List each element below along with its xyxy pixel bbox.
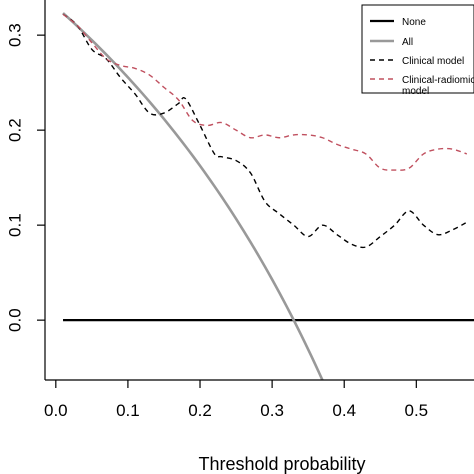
- legend-label: None: [402, 17, 426, 28]
- legend-label: model: [402, 86, 429, 97]
- legend-label: Clinical-radiomics: [402, 75, 474, 86]
- x-axis-title: Threshold probability: [198, 454, 365, 474]
- x-tick-label: 0.3: [260, 401, 284, 420]
- series-line-all: [62, 12, 324, 380]
- x-tick-label: 0.0: [44, 401, 68, 420]
- y-tick-label: 0.2: [5, 118, 24, 142]
- y-tick-label: 0.0: [5, 308, 24, 332]
- x-tick-label: 0.4: [332, 401, 356, 420]
- legend: None All Clinical model Clinical-radiomicsm…: [361, 4, 474, 97]
- legend-label: Clinical model: [402, 56, 464, 67]
- y-tick-label: 0.3: [5, 23, 24, 47]
- x-tick-label: 0.5: [404, 401, 428, 420]
- axes-layer: 0.0 0.1 0.2 0.3 0.4 0.5 0.0 0.1 0.2 0.3: [5, 0, 474, 420]
- series-layer: [62, 12, 474, 380]
- x-tick-label: 0.1: [116, 401, 140, 420]
- x-tick-label: 0.2: [188, 401, 212, 420]
- legend-label: All: [402, 37, 413, 48]
- y-tick-label: 0.1: [5, 213, 24, 237]
